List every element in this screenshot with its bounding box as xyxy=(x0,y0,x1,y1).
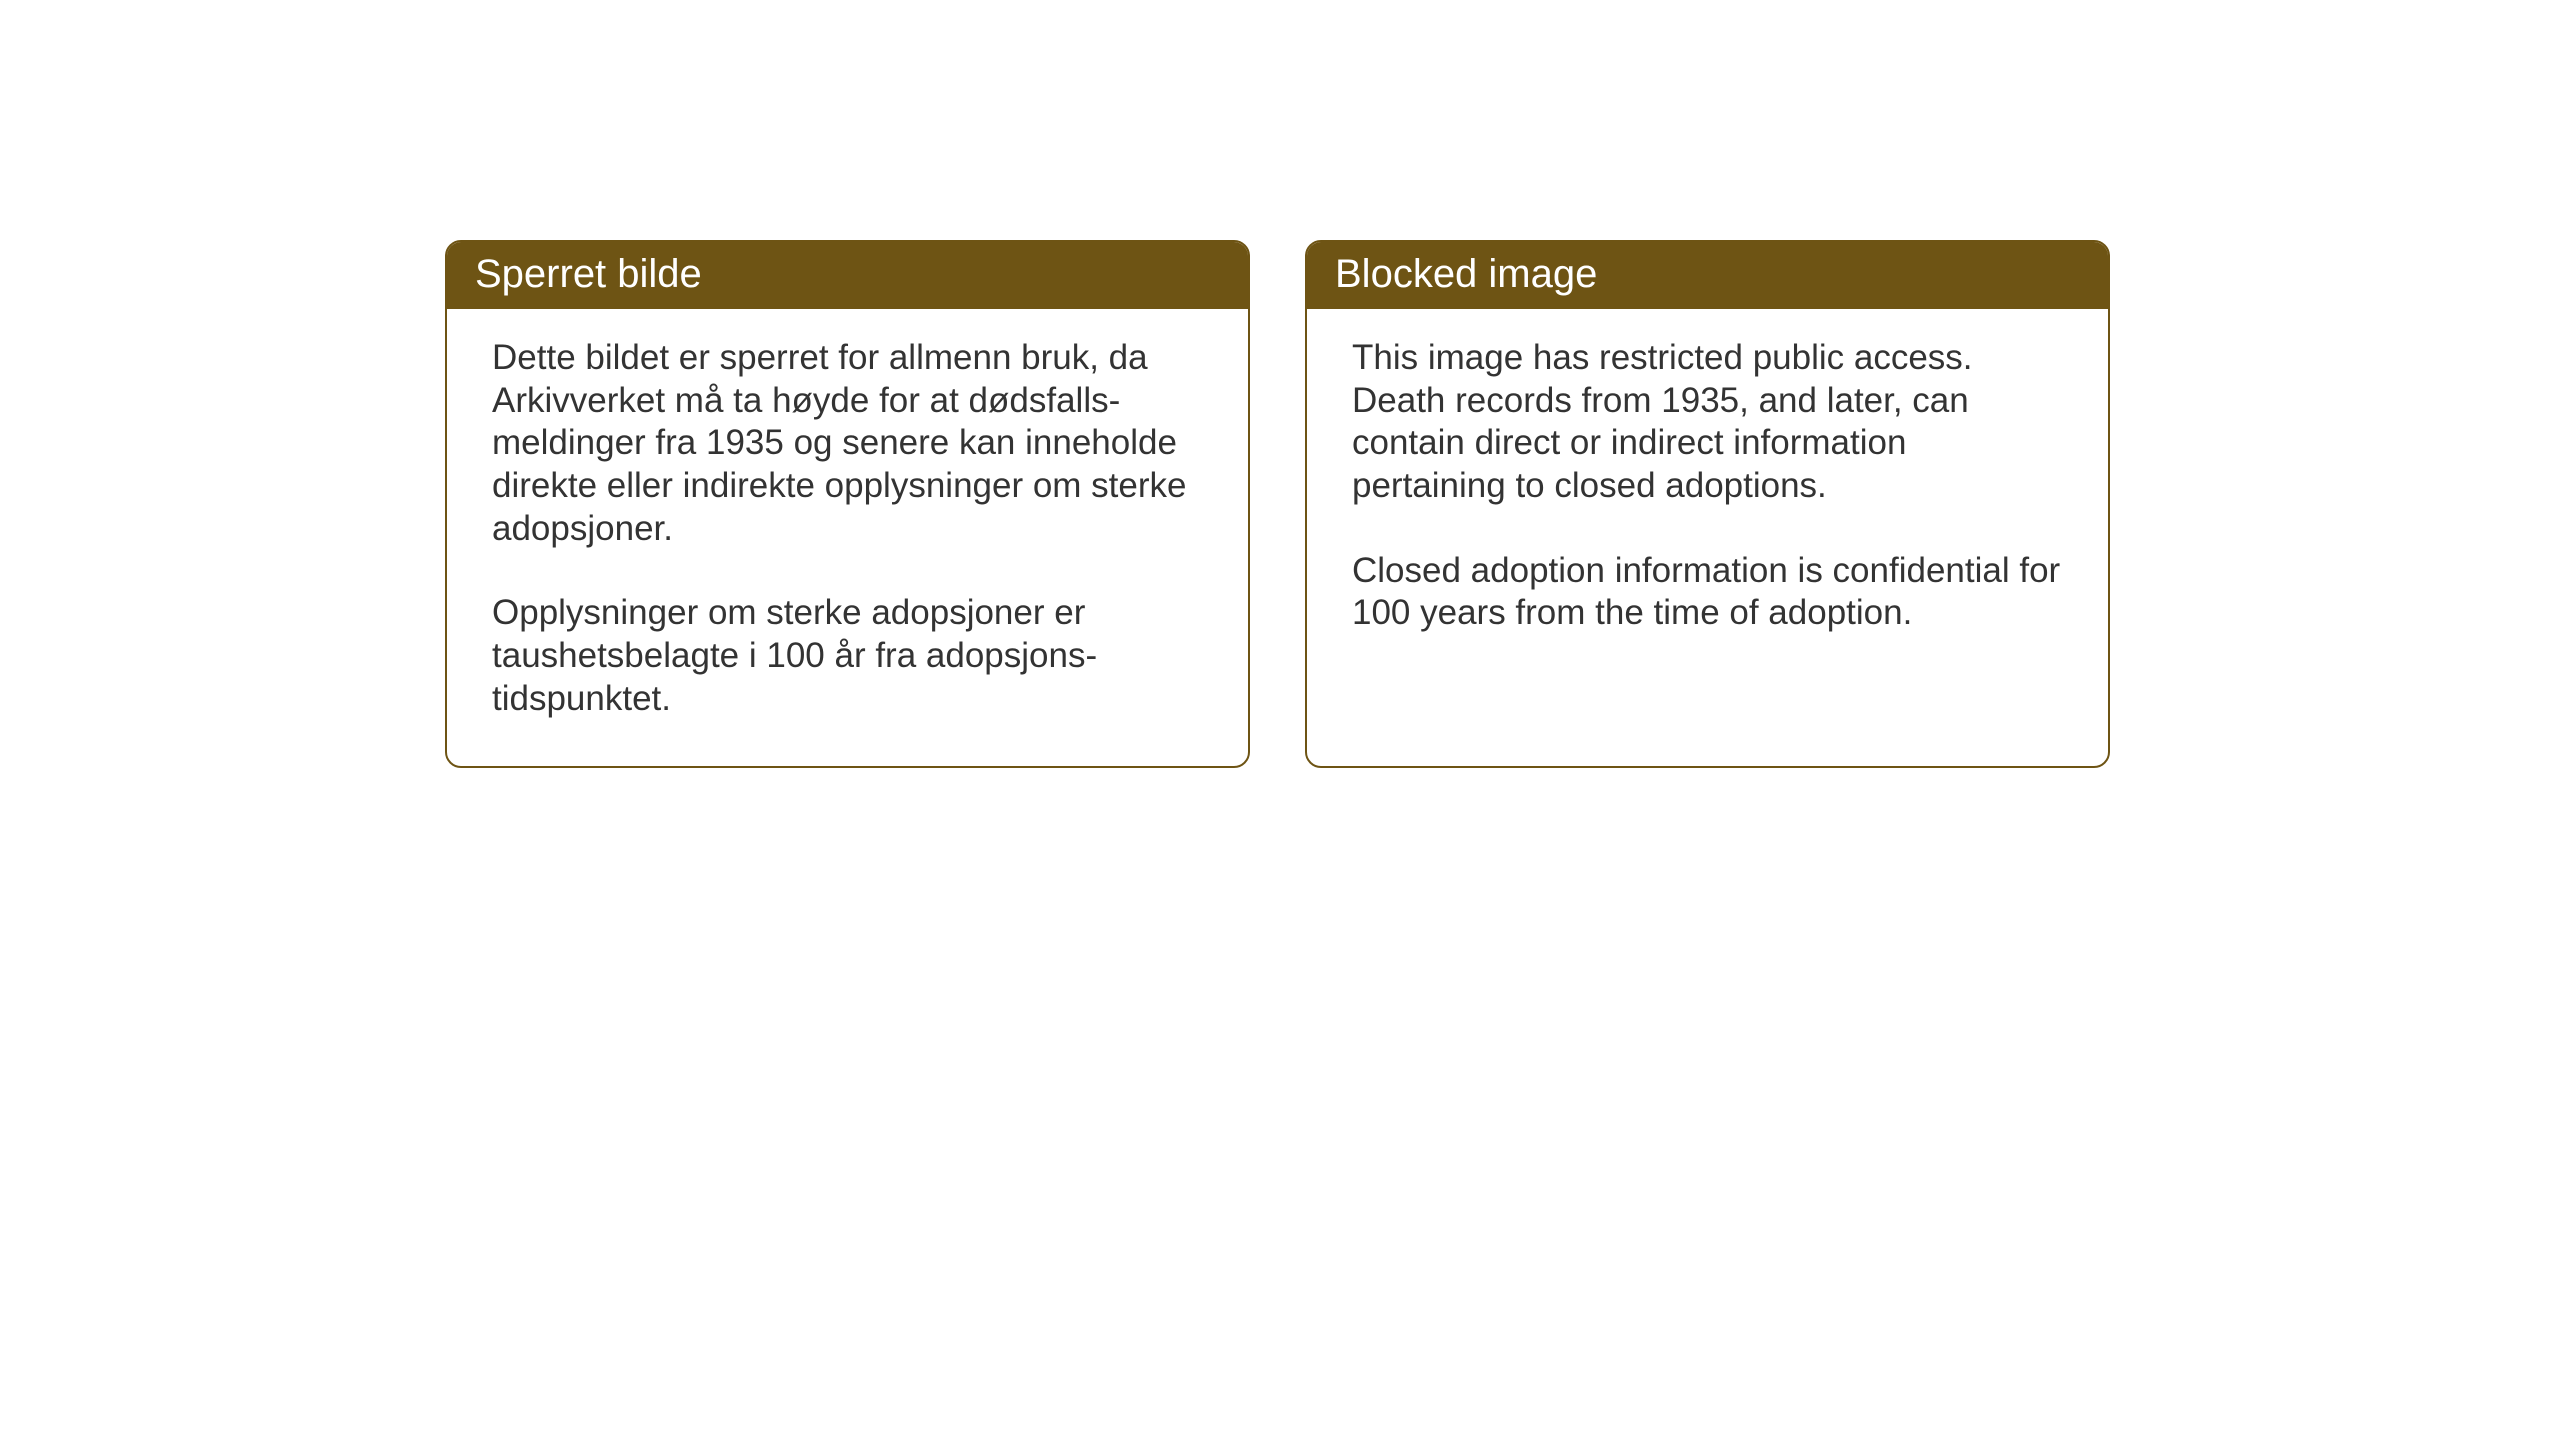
card-paragraph-english-2: Closed adoption information is confident… xyxy=(1352,550,2063,635)
card-header-english: Blocked image xyxy=(1307,242,2108,309)
notice-container: Sperret bilde Dette bildet er sperret fo… xyxy=(445,240,2110,768)
notice-card-norwegian: Sperret bilde Dette bildet er sperret fo… xyxy=(445,240,1250,768)
notice-card-english: Blocked image This image has restricted … xyxy=(1305,240,2110,768)
card-title-english: Blocked image xyxy=(1335,252,1597,296)
card-paragraph-english-1: This image has restricted public access.… xyxy=(1352,337,2063,508)
card-title-norwegian: Sperret bilde xyxy=(475,252,702,296)
card-body-norwegian: Dette bildet er sperret for allmenn bruk… xyxy=(447,309,1248,766)
card-paragraph-norwegian-1: Dette bildet er sperret for allmenn bruk… xyxy=(492,337,1203,550)
card-header-norwegian: Sperret bilde xyxy=(447,242,1248,309)
card-body-english: This image has restricted public access.… xyxy=(1307,309,2108,680)
card-paragraph-norwegian-2: Opplysninger om sterke adopsjoner er tau… xyxy=(492,592,1203,720)
